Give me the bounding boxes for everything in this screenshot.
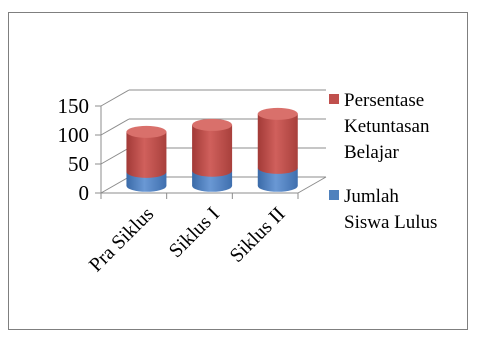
y-tick-label: 150 <box>58 94 90 118</box>
gridline-diagonal <box>100 89 130 107</box>
labels-layer: 0 50 100 150 Pra Siklus Siklus I Siklus II <box>58 94 290 276</box>
bar-persentase-ketuntasan <box>257 113 298 174</box>
gridline-diagonal <box>100 176 130 194</box>
x-category-label: Siklus I <box>165 203 224 262</box>
x-category-label: Pra Siklus <box>85 203 158 276</box>
legend-label: Ketuntasan <box>344 116 430 137</box>
bar-top-cap <box>257 107 298 120</box>
bar-top-cap <box>126 125 167 138</box>
y-tick-label: 100 <box>58 123 90 147</box>
bar-persentase-ketuntasan <box>192 124 233 177</box>
bar-top-cap <box>192 118 233 131</box>
legend-label: Persentase <box>344 90 424 111</box>
bars-layer <box>126 107 298 192</box>
floor-edge <box>297 176 327 194</box>
legend-swatch <box>329 190 339 200</box>
x-category-label: Siklus II <box>226 203 290 267</box>
y-tick-label: 50 <box>68 152 89 176</box>
chart-frame: 0 50 100 150 Pra Siklus Siklus I Siklus II Per… <box>8 12 468 330</box>
legend-label: Siswa Lulus <box>344 212 437 233</box>
chart-svg: 0 50 100 150 Pra Siklus Siklus I Siklus II Per… <box>58 89 437 276</box>
legend-label: Belajar <box>344 142 400 163</box>
legend-label: Jumlah <box>344 186 399 207</box>
bar-jumlah-siswa-lulus <box>257 167 298 192</box>
gridline-diagonal <box>100 147 130 165</box>
axis-layer <box>95 105 327 199</box>
legend-layer: Persentase Ketuntasan Belajar Jumlah Siswa L… <box>329 90 437 233</box>
bar-jumlah-siswa-lulus <box>192 170 233 192</box>
legend-swatch <box>329 94 339 104</box>
bar-persentase-ketuntasan <box>126 131 167 178</box>
y-tick-label: 0 <box>79 181 90 205</box>
gridline-diagonal <box>100 118 130 136</box>
